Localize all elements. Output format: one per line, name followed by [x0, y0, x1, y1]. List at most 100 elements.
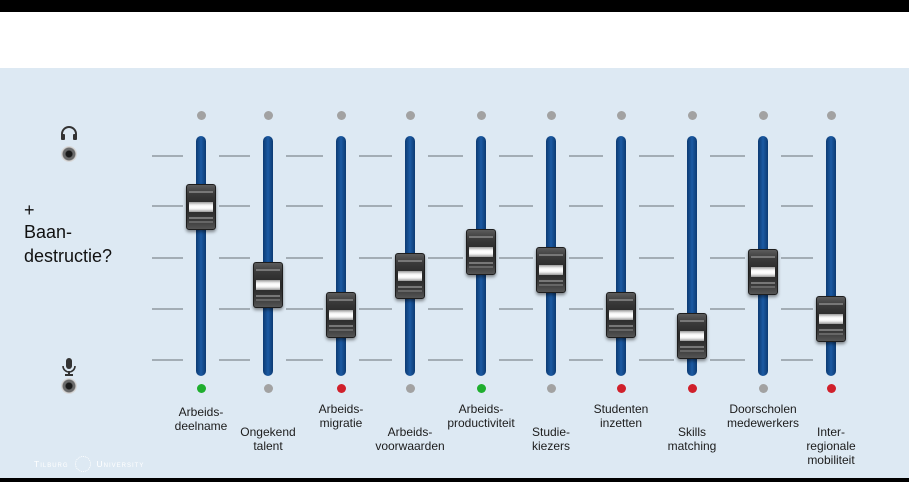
top-indicator-dot — [826, 111, 836, 120]
status-indicator-dot — [263, 384, 273, 393]
level-line — [569, 257, 603, 259]
level-line — [499, 257, 533, 259]
level-line — [569, 155, 603, 157]
fader-knob[interactable] — [395, 253, 425, 300]
side-question: Baan- destructie? — [24, 222, 113, 266]
level-line — [639, 257, 674, 259]
top-indicator-dot — [758, 111, 768, 120]
mixer-panel: + Baan- destructie? — [0, 68, 909, 478]
level-line — [359, 155, 392, 157]
fader-knob[interactable] — [748, 249, 778, 296]
level-line — [639, 359, 674, 361]
top-indicator-dot — [476, 111, 486, 120]
fader-track[interactable] — [826, 136, 836, 376]
level-line — [219, 308, 250, 310]
fader-knob[interactable] — [677, 312, 707, 359]
level-line — [286, 257, 323, 259]
level-line — [428, 257, 463, 259]
plus-sign: + — [24, 200, 35, 220]
level-line — [710, 359, 745, 361]
level-line — [428, 205, 463, 207]
status-indicator-dot — [758, 384, 768, 393]
level-line — [152, 257, 183, 259]
fader-track[interactable] — [196, 136, 206, 376]
fader-label: Studenten inzetten — [593, 402, 649, 430]
level-line — [286, 359, 323, 361]
level-line — [428, 308, 463, 310]
university-logo: Tilburg University — [34, 456, 144, 472]
status-indicator-dot — [687, 384, 697, 393]
fader-track[interactable] — [263, 136, 273, 376]
level-line — [428, 359, 463, 361]
fader-knob[interactable] — [466, 228, 496, 275]
level-line — [152, 205, 183, 207]
top-indicator-dot — [687, 111, 697, 120]
level-line — [781, 359, 813, 361]
level-line — [286, 205, 323, 207]
status-indicator-dot — [405, 384, 415, 393]
top-indicator-dot — [336, 111, 346, 120]
status-indicator-dot — [196, 384, 206, 393]
level-line — [781, 308, 813, 310]
level-line — [359, 257, 392, 259]
level-line — [152, 155, 183, 157]
fader-knob[interactable] — [816, 296, 846, 343]
fader-label: Arbeids- deelname — [174, 405, 228, 433]
status-indicator-dot — [826, 384, 836, 393]
microphone-jack — [61, 378, 77, 394]
fader-track[interactable] — [336, 136, 346, 376]
level-line — [219, 257, 250, 259]
seal-icon — [74, 456, 91, 472]
fader-knob[interactable] — [536, 247, 566, 294]
fader-label: Inter- regionale mobiliteit — [806, 425, 856, 467]
top-black-band — [0, 0, 909, 12]
level-line — [710, 257, 745, 259]
fader-label: Doorscholen medewerkers — [726, 402, 800, 430]
level-line — [569, 205, 603, 207]
microphone-icon — [62, 358, 76, 381]
status-indicator-dot — [336, 384, 346, 393]
level-line — [499, 205, 533, 207]
status-indicator-dot — [546, 384, 556, 393]
top-indicator-dot — [405, 111, 415, 120]
fader-label: Studie- kiezers — [531, 425, 571, 453]
level-line — [710, 205, 745, 207]
fader-label: Arbeids- voorwaarden — [375, 425, 445, 453]
level-line — [781, 205, 813, 207]
level-line — [359, 205, 392, 207]
level-line — [710, 155, 745, 157]
level-line — [569, 359, 603, 361]
fader-track[interactable] — [616, 136, 626, 376]
headphones-icon — [60, 126, 78, 145]
title-area — [0, 12, 909, 68]
fader-knob[interactable] — [326, 292, 356, 339]
top-indicator-dot — [196, 111, 206, 120]
fader-label: Arbeids- productiviteit — [447, 402, 515, 430]
fader-knob[interactable] — [606, 292, 636, 339]
top-indicator-dot — [616, 111, 626, 120]
level-line — [359, 308, 392, 310]
fader-label: Arbeids- migratie — [318, 402, 364, 430]
level-line — [286, 308, 323, 310]
level-line — [219, 205, 250, 207]
level-line — [639, 205, 674, 207]
status-indicator-dot — [476, 384, 486, 393]
level-line — [499, 155, 533, 157]
level-line — [219, 155, 250, 157]
fader-track[interactable] — [687, 136, 697, 376]
fader-knob[interactable] — [253, 261, 283, 308]
level-line — [219, 359, 250, 361]
level-line — [152, 359, 183, 361]
top-indicator-dot — [263, 111, 273, 120]
level-line — [639, 155, 674, 157]
level-line — [781, 257, 813, 259]
level-line — [428, 155, 463, 157]
bottom-black-band — [0, 478, 909, 482]
level-line — [499, 359, 533, 361]
fader-knob[interactable] — [186, 184, 216, 231]
status-indicator-dot — [616, 384, 626, 393]
level-line — [781, 155, 813, 157]
headphone-jack — [61, 146, 77, 162]
level-line — [710, 308, 745, 310]
fader-label: Skills matching — [667, 425, 717, 453]
